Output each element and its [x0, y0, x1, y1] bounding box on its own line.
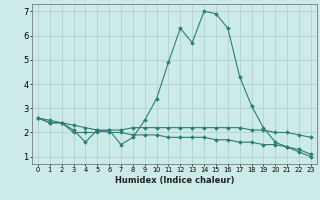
X-axis label: Humidex (Indice chaleur): Humidex (Indice chaleur)	[115, 176, 234, 185]
